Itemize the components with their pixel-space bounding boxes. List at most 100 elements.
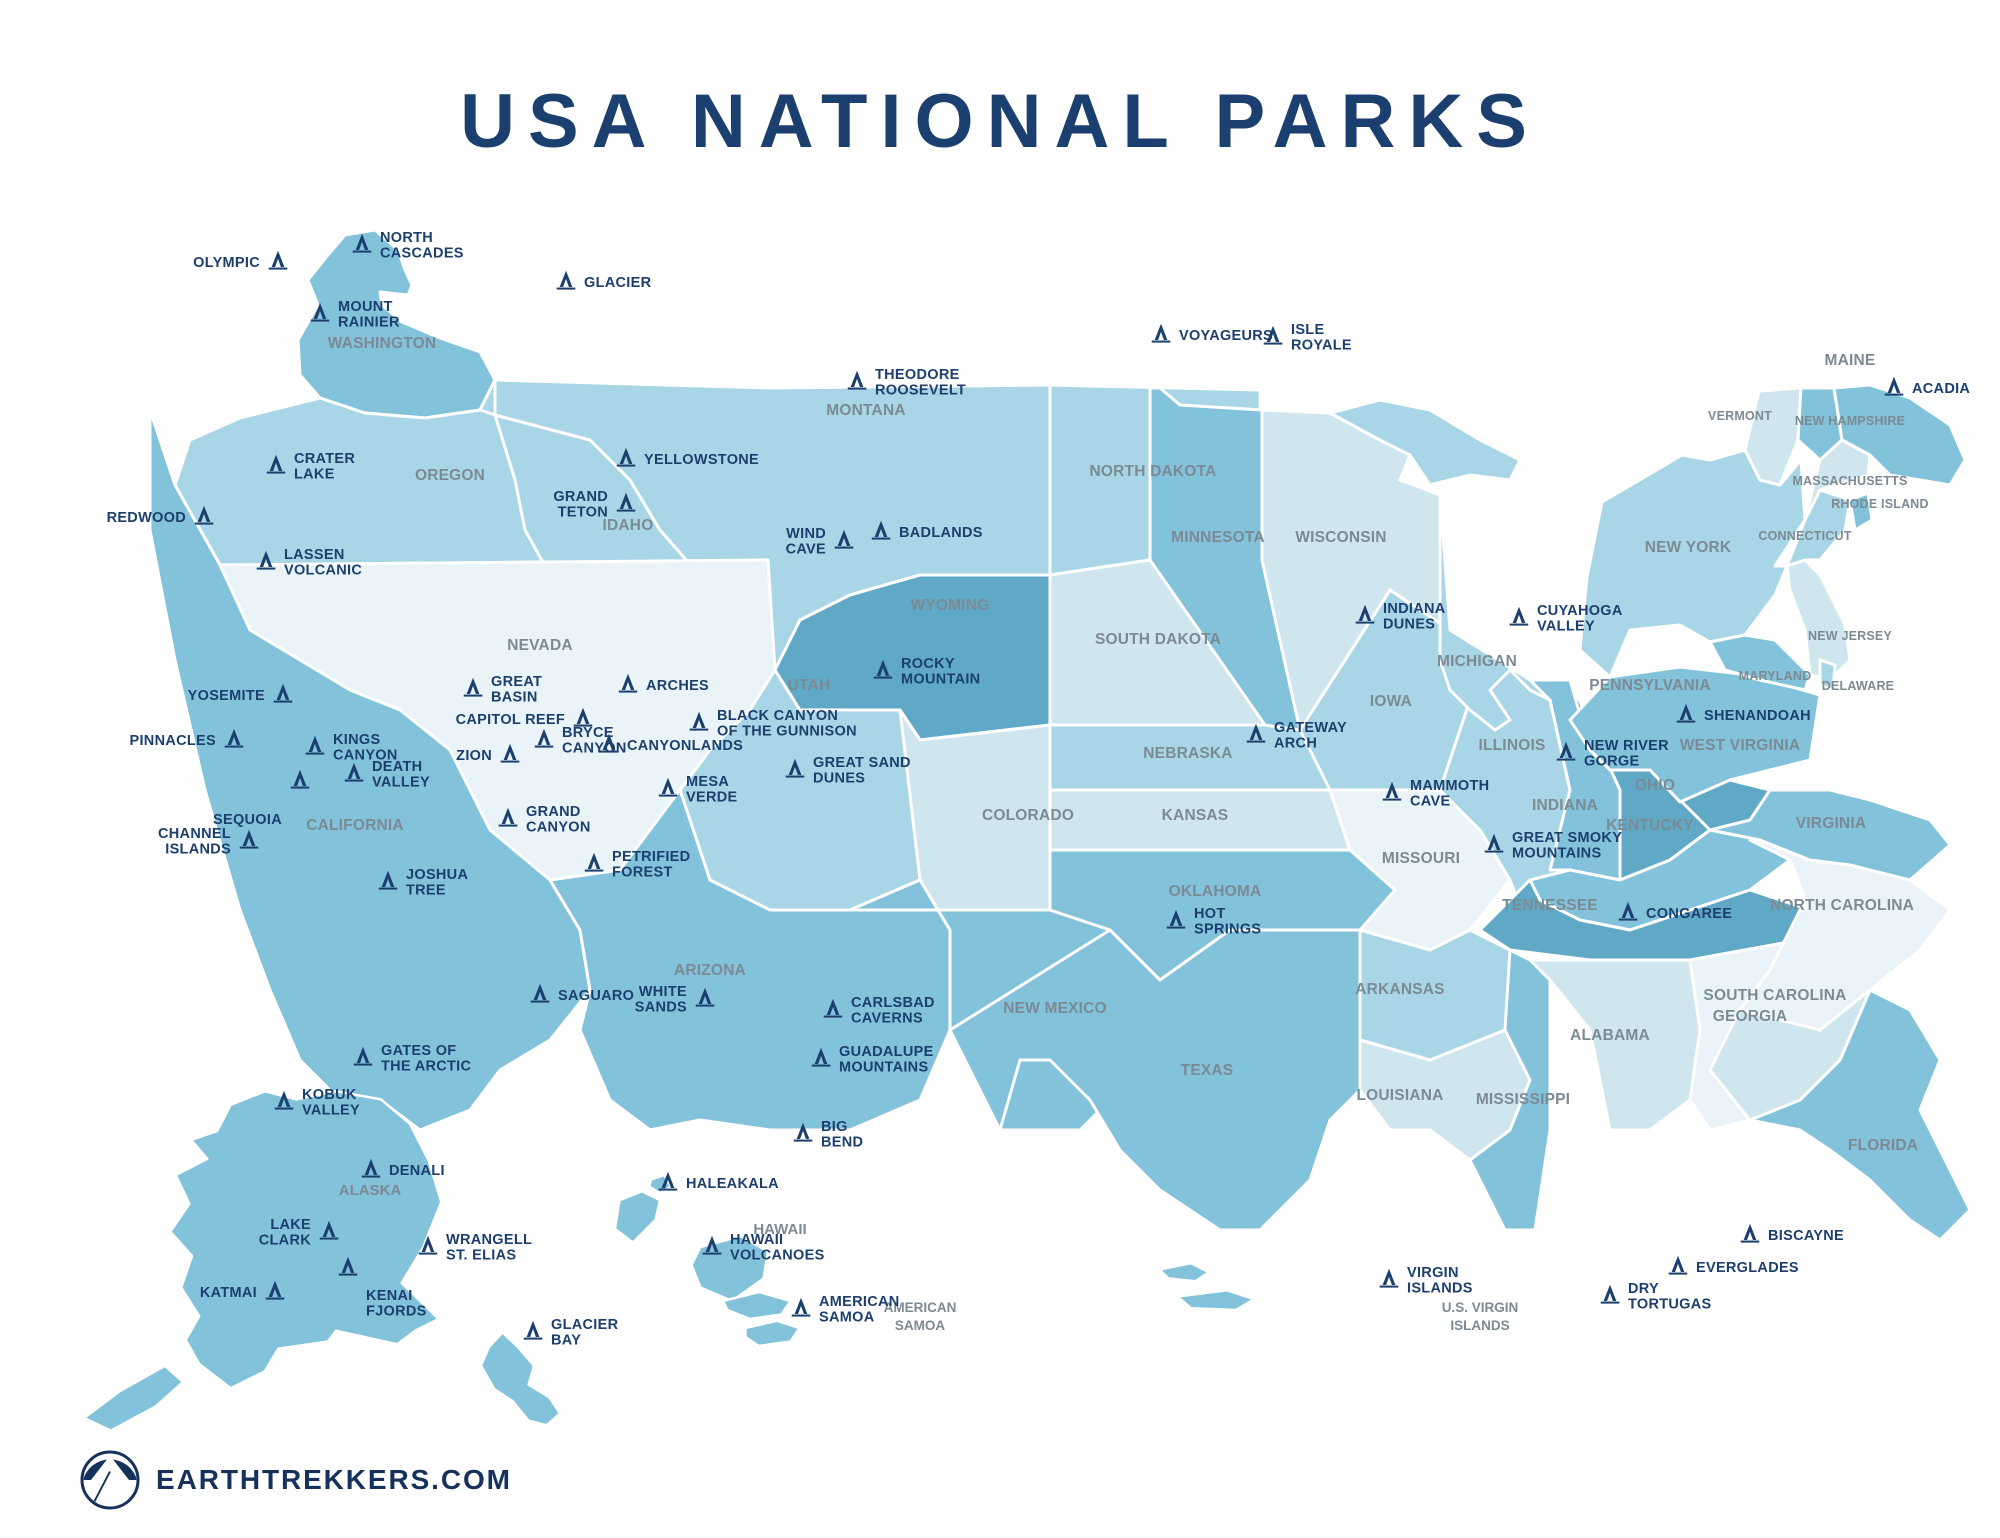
svg-text:DELAWARE: DELAWARE (1822, 679, 1894, 693)
svg-text:OF THE GUNNISON: OF THE GUNNISON (717, 724, 857, 740)
svg-text:ALASKA: ALASKA (339, 1182, 402, 1199)
svg-text:VIRGINIA: VIRGINIA (1796, 815, 1867, 832)
svg-text:KOBUK: KOBUK (302, 1087, 357, 1103)
svg-text:GLACIER: GLACIER (551, 1317, 619, 1333)
svg-text:LASSEN: LASSEN (284, 547, 345, 563)
svg-text:BLACK CANYON: BLACK CANYON (717, 708, 838, 724)
svg-text:DUNES: DUNES (1383, 617, 1435, 633)
svg-text:PENNSYLVANIA: PENNSYLVANIA (1589, 677, 1711, 694)
svg-text:CHANNEL: CHANNEL (158, 826, 231, 842)
svg-text:NEW JERSEY: NEW JERSEY (1808, 629, 1892, 643)
svg-text:HALEAKALA: HALEAKALA (686, 1176, 779, 1192)
svg-text:GORGE: GORGE (1584, 754, 1640, 770)
svg-text:WASHINGTON: WASHINGTON (328, 335, 437, 352)
svg-text:NEBRASKA: NEBRASKA (1143, 745, 1232, 762)
svg-text:VALLEY: VALLEY (302, 1103, 360, 1119)
svg-text:SAMOA: SAMOA (819, 1310, 875, 1326)
svg-text:GREAT: GREAT (491, 674, 542, 690)
svg-text:NEW MEXICO: NEW MEXICO (1003, 1000, 1107, 1017)
svg-text:GREAT SAND: GREAT SAND (813, 755, 911, 771)
svg-text:IDAHO: IDAHO (603, 517, 654, 534)
svg-text:CRATER: CRATER (294, 451, 355, 467)
svg-text:BAY: BAY (551, 1333, 581, 1349)
svg-text:CASCADES: CASCADES (380, 246, 464, 262)
svg-text:ROOSEVELT: ROOSEVELT (875, 383, 966, 399)
svg-text:NEW YORK: NEW YORK (1645, 539, 1732, 556)
svg-text:WHITE: WHITE (639, 984, 687, 1000)
svg-text:MONTANA: MONTANA (826, 402, 905, 419)
svg-text:LOUISIANA: LOUISIANA (1356, 1087, 1443, 1104)
svg-text:OKLAHOMA: OKLAHOMA (1169, 883, 1262, 900)
svg-text:PINNACLES: PINNACLES (130, 733, 217, 749)
svg-text:THEODORE: THEODORE (875, 367, 960, 383)
svg-text:ALABAMA: ALABAMA (1570, 1027, 1650, 1044)
svg-text:LAKE: LAKE (294, 467, 335, 483)
svg-text:MISSISSIPPI: MISSISSIPPI (1476, 1091, 1570, 1108)
svg-text:SPRINGS: SPRINGS (1194, 922, 1261, 938)
svg-text:PETRIFIED: PETRIFIED (612, 849, 690, 865)
svg-text:NORTH CAROLINA: NORTH CAROLINA (1770, 897, 1914, 914)
svg-text:CONGAREE: CONGAREE (1646, 906, 1732, 922)
svg-text:GREAT SMOKY: GREAT SMOKY (1512, 830, 1622, 846)
svg-text:BIG: BIG (821, 1119, 848, 1135)
svg-text:HAWAII: HAWAII (730, 1232, 783, 1248)
svg-text:TREE: TREE (406, 883, 446, 899)
svg-text:ACADIA: ACADIA (1912, 381, 1970, 397)
svg-text:DRY: DRY (1628, 1281, 1659, 1297)
svg-text:GATES OF: GATES OF (381, 1043, 456, 1059)
svg-text:BISCAYNE: BISCAYNE (1768, 1228, 1844, 1244)
svg-text:GATEWAY: GATEWAY (1274, 720, 1347, 736)
svg-text:ARCH: ARCH (1274, 736, 1317, 752)
svg-text:FLORIDA: FLORIDA (1848, 1137, 1918, 1154)
svg-text:CANYON: CANYON (526, 820, 591, 836)
svg-text:WYOMING: WYOMING (911, 597, 990, 614)
svg-text:INDIANA: INDIANA (1532, 797, 1598, 814)
svg-text:TENNESSEE: TENNESSEE (1502, 897, 1598, 914)
svg-text:TORTUGAS: TORTUGAS (1628, 1297, 1712, 1313)
svg-text:KINGS: KINGS (333, 732, 380, 748)
svg-text:LAKE: LAKE (270, 1217, 311, 1233)
svg-text:GRAND: GRAND (553, 489, 608, 505)
svg-text:SHENANDOAH: SHENANDOAH (1704, 708, 1811, 724)
svg-text:WRANGELL: WRANGELL (446, 1232, 532, 1248)
svg-text:ISLE: ISLE (1291, 322, 1324, 338)
svg-text:U.S. VIRGIN: U.S. VIRGIN (1442, 1300, 1519, 1315)
svg-text:GRAND: GRAND (526, 804, 581, 820)
svg-text:INDIANA: INDIANA (1383, 601, 1446, 617)
svg-text:MICHIGAN: MICHIGAN (1437, 653, 1517, 670)
svg-text:DENALI: DENALI (389, 1163, 445, 1179)
svg-text:KATMAI: KATMAI (200, 1285, 257, 1301)
svg-text:SOUTH CAROLINA: SOUTH CAROLINA (1703, 987, 1846, 1004)
svg-text:OREGON: OREGON (415, 467, 485, 484)
svg-text:TETON: TETON (558, 505, 608, 521)
svg-text:DUNES: DUNES (813, 771, 865, 787)
svg-text:FOREST: FOREST (612, 865, 673, 881)
svg-text:MESA: MESA (686, 774, 729, 790)
svg-text:FJORDS: FJORDS (366, 1304, 427, 1320)
svg-text:ISLANDS: ISLANDS (1450, 1318, 1509, 1333)
svg-text:KENAI: KENAI (366, 1288, 413, 1304)
svg-text:VERMONT: VERMONT (1708, 409, 1772, 423)
svg-text:MASSACHUSETTS: MASSACHUSETTS (1792, 474, 1907, 488)
svg-text:WEST VIRGINIA: WEST VIRGINIA (1680, 737, 1801, 754)
svg-text:OLYMPIC: OLYMPIC (193, 255, 260, 271)
svg-text:OHIO: OHIO (1635, 777, 1675, 794)
svg-text:CAVE: CAVE (1410, 794, 1450, 810)
svg-text:YOSEMITE: YOSEMITE (188, 688, 265, 704)
svg-text:ISLANDS: ISLANDS (165, 842, 231, 858)
svg-text:ROYALE: ROYALE (1291, 338, 1352, 354)
svg-text:ARCHES: ARCHES (646, 678, 709, 694)
svg-text:MOUNTAINS: MOUNTAINS (839, 1060, 928, 1076)
svg-text:JOSHUA: JOSHUA (406, 867, 468, 883)
svg-text:MOUNTAIN: MOUNTAIN (901, 672, 980, 688)
svg-text:MARYLAND: MARYLAND (1739, 669, 1812, 683)
svg-text:SAGUARO: SAGUARO (558, 988, 634, 1004)
svg-text:MAMMOTH: MAMMOTH (1410, 778, 1489, 794)
svg-text:GUADALUPE: GUADALUPE (839, 1044, 934, 1060)
svg-text:VIRGIN: VIRGIN (1407, 1265, 1459, 1281)
svg-text:GEORGIA: GEORGIA (1713, 1008, 1788, 1025)
svg-text:NEW RIVER: NEW RIVER (1584, 738, 1669, 754)
svg-text:ST. ELIAS: ST. ELIAS (446, 1248, 516, 1264)
svg-text:ARIZONA: ARIZONA (674, 962, 746, 979)
svg-text:MINNESOTA: MINNESOTA (1171, 529, 1265, 546)
